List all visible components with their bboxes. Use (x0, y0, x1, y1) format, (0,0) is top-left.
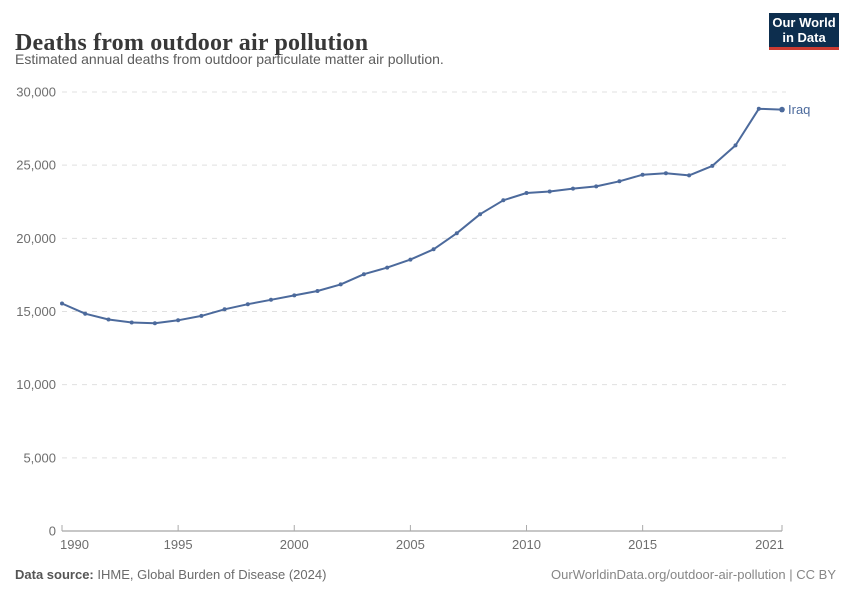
data-point-2008[interactable] (478, 212, 483, 217)
data-point-2014[interactable] (617, 179, 622, 184)
footer: Data source: IHME, Global Burden of Dise… (15, 567, 836, 582)
data-point-2000[interactable] (292, 293, 297, 298)
data-point-2017[interactable] (687, 173, 692, 178)
y-tick-label: 25,000 (16, 158, 56, 173)
data-point-2021[interactable] (779, 106, 785, 113)
x-tick-label: 2010 (512, 537, 541, 552)
owid-logo-line1: Our World (772, 15, 836, 30)
data-point-1996[interactable] (199, 313, 204, 318)
data-point-2012[interactable] (571, 186, 575, 191)
data-point-1998[interactable] (245, 302, 250, 307)
data-point-2002[interactable] (338, 282, 343, 287)
data-point-2010[interactable] (524, 191, 529, 195)
data-point-1990[interactable] (60, 301, 64, 306)
x-tick-label: 2005 (396, 537, 425, 552)
data-point-2015[interactable] (640, 172, 645, 177)
data-point-2011[interactable] (547, 189, 552, 194)
data-point-1997[interactable] (222, 307, 227, 312)
footer-url-link[interactable]: OurWorldinData.org/outdoor-air-pollution (551, 567, 786, 582)
data-point-1993[interactable] (129, 320, 134, 325)
data-point-1994[interactable] (152, 321, 157, 326)
footer-license: | CC BY (785, 567, 836, 582)
series-end-label[interactable]: Iraq (788, 102, 810, 117)
y-tick-label: 15,000 (16, 304, 56, 319)
x-tick-label: 2021 (755, 537, 784, 552)
owid-logo[interactable]: Our World in Data (769, 13, 839, 50)
data-point-2004[interactable] (385, 265, 390, 270)
data-point-1999[interactable] (269, 297, 273, 302)
data-point-2016[interactable] (663, 171, 668, 176)
x-tick-label: 1990 (60, 537, 89, 552)
data-point-1992[interactable] (106, 317, 111, 322)
data-point-2018[interactable] (710, 163, 715, 168)
page-title: Deaths from outdoor air pollution (15, 30, 369, 57)
data-point-2003[interactable] (361, 272, 366, 277)
chart-subtitle: Estimated annual deaths from outdoor par… (15, 51, 444, 67)
y-tick-label: 30,000 (16, 85, 56, 100)
data-point-2001[interactable] (315, 289, 320, 293)
data-point-1991[interactable] (83, 311, 88, 316)
data-point-2019[interactable] (733, 143, 738, 148)
data-point-2006[interactable] (431, 247, 436, 252)
y-tick-label: 0 (49, 524, 56, 539)
data-point-2007[interactable] (454, 231, 459, 236)
x-tick-label: 2015 (628, 537, 657, 552)
owid-logo-line2: in Data (782, 30, 826, 45)
data-source-label: Data source: (15, 567, 94, 582)
footer-rights: OurWorldinData.org/outdoor-air-pollution… (551, 567, 836, 582)
data-point-2005[interactable] (408, 257, 413, 262)
data-source-text: IHME, Global Burden of Disease (2024) (93, 567, 327, 582)
data-point-1995[interactable] (176, 318, 181, 323)
line-series-iraq[interactable] (61, 107, 783, 325)
y-tick-label: 5,000 (23, 450, 56, 465)
data-source: Data source: IHME, Global Burden of Dise… (15, 567, 326, 582)
y-tick-label: 20,000 (16, 231, 56, 246)
y-tick-label: 10,000 (16, 377, 56, 392)
x-tick-label: 2000 (280, 537, 309, 552)
data-point-2013[interactable] (594, 184, 599, 189)
data-point-2009[interactable] (501, 198, 506, 203)
x-tick-label: 1995 (164, 537, 193, 552)
data-point-2020[interactable] (756, 106, 761, 111)
